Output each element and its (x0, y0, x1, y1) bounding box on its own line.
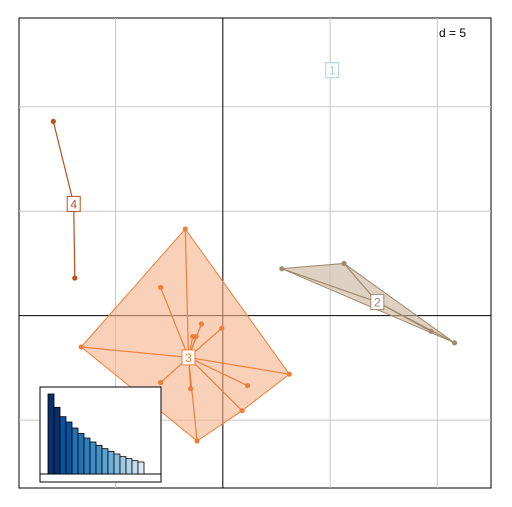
group-3-point (219, 325, 225, 331)
eigenvalue-inset (39, 386, 162, 483)
group-3-spoke (188, 357, 243, 412)
eigenvalue-bar (77, 432, 85, 475)
group-3-spoke (188, 356, 248, 387)
group-2-label-box (370, 294, 385, 311)
group-4-point (72, 275, 78, 281)
group-labels: 1 2 3 4 (66, 62, 385, 366)
group-3-spoke (160, 287, 190, 358)
group-1-label-box (325, 62, 340, 79)
group-3-label: 3 (185, 351, 192, 365)
group-3-point (158, 379, 164, 386)
data-points (50, 118, 458, 444)
eigenvalue-bar (65, 421, 73, 475)
group-2-point (451, 340, 458, 346)
eigenvalue-bar (59, 416, 67, 475)
group-3-spoke (184, 228, 190, 358)
eigenvalue-bar (119, 456, 127, 475)
eigenvalue-bar (71, 427, 79, 475)
group-3-spoke (81, 346, 189, 359)
eigenvalue-bar (107, 450, 115, 475)
group-3-spoke (187, 357, 198, 442)
eigenvalue-bar (53, 406, 61, 475)
group-3-point (286, 371, 292, 377)
eigenvalue-bar (83, 437, 91, 475)
group-4-label-box (66, 195, 81, 212)
group-3-point (158, 284, 164, 291)
eigenvalue-bar (47, 393, 55, 475)
group-2-label: 2 (374, 296, 381, 310)
group-3-point (188, 386, 194, 392)
group-1-label: 1 (329, 64, 336, 78)
group-4-spoke (73, 203, 76, 279)
group-3-point (239, 408, 245, 414)
eigenvalue-bar (101, 448, 109, 475)
group-2-spoke (281, 268, 378, 303)
group-3-point (193, 333, 199, 340)
group-3-point (244, 383, 251, 389)
group-2-point (428, 328, 434, 334)
group-4-label: 4 (70, 197, 77, 211)
group-3-point (182, 226, 188, 232)
group-4-spoke (52, 121, 75, 205)
eigenvalue-bar (137, 461, 145, 475)
group-4-point (50, 118, 56, 124)
eigenvalue-bar (113, 453, 121, 475)
group-3-point (198, 321, 204, 327)
group-2-point (279, 266, 285, 272)
eigenvalue-bar (89, 441, 97, 475)
eigenvalue-bar (125, 458, 133, 475)
eigenvalue-bar (95, 444, 103, 475)
eigenvalue-bar (131, 460, 139, 475)
scale-annotation: d = 5 (439, 26, 466, 40)
group-2-spoke (377, 301, 455, 344)
group-3-spoke (188, 356, 290, 375)
group-3-point (78, 344, 84, 350)
group-3-label-box (181, 349, 196, 366)
group-3-point (194, 438, 200, 444)
group-2-point (341, 260, 347, 267)
